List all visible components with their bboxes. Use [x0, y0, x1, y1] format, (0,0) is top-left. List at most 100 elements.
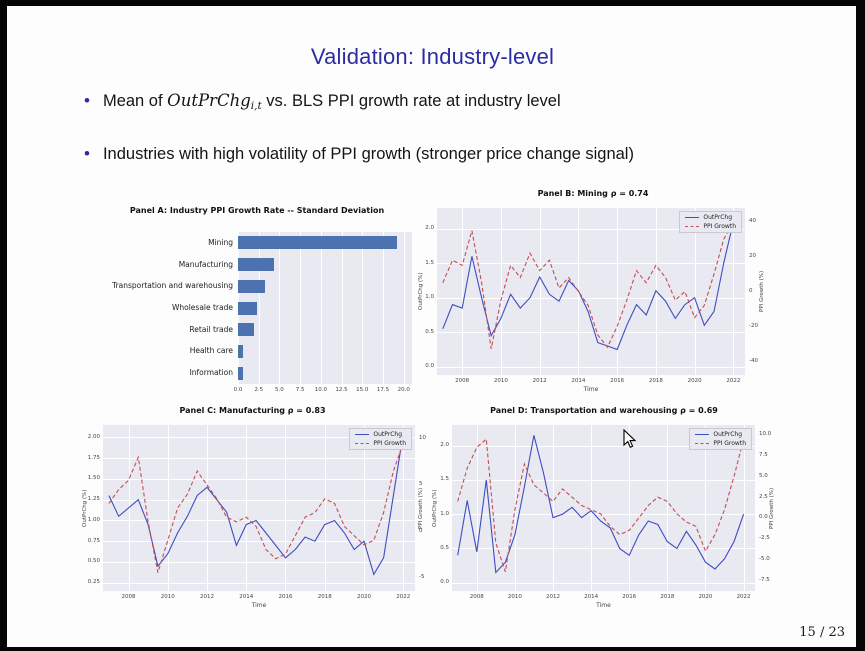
- panel-a-bars: Panel A: Industry PPI Growth Rate -- Sta…: [98, 206, 416, 402]
- gridline-vertical: [705, 425, 707, 591]
- x-tick-label: 2008: [455, 378, 470, 384]
- y-tick-label-right: -5.0: [759, 555, 770, 562]
- bullet-1-post: vs. BLS PPI growth rate at industry leve…: [261, 92, 561, 110]
- legend-entry: OutPrChg: [695, 431, 746, 438]
- gridline-horizontal: [452, 479, 755, 481]
- category-label: Information: [189, 368, 233, 378]
- legend-line-swatch: [695, 443, 710, 444]
- gridline-horizontal: [452, 514, 755, 516]
- panel-c-xlabel: Time: [251, 602, 267, 609]
- page-title: Validation: Industry-level: [310, 44, 555, 69]
- gridline-vertical: [207, 425, 208, 591]
- legend-entry: OutPrChg: [685, 214, 736, 221]
- category-label: Mining: [208, 237, 233, 247]
- x-tick-label: 2016: [610, 378, 625, 384]
- gridline-horizontal: [103, 561, 415, 563]
- gridline-vertical: [733, 208, 735, 375]
- y-tick-label-left: 0.5: [425, 328, 434, 335]
- panel-b-xlabel: Time: [583, 386, 599, 393]
- y-tick-label-right: 0.0: [759, 514, 768, 521]
- x-tick-label: 2018: [317, 594, 332, 600]
- x-tick-label: 10.0: [314, 387, 327, 393]
- gridline-horizontal: [103, 499, 415, 501]
- y-tick-label-right: -5: [419, 573, 425, 580]
- legend-label: PPI Growth: [713, 440, 746, 447]
- x-tick-label: 2020: [687, 378, 702, 384]
- legend-line-swatch: [355, 443, 370, 444]
- legend-line-swatch: [685, 217, 700, 218]
- legend: OutPrChg PPI Growth: [689, 428, 752, 450]
- x-tick-label: 2014: [584, 594, 599, 600]
- y-tick-label-left: 2.00: [87, 433, 100, 440]
- series-canvas: [108, 433, 404, 576]
- gridline-vertical: [167, 425, 169, 591]
- y-tick-label-left: 0.5: [440, 544, 449, 551]
- y-tick-label-left: 1.5: [425, 259, 434, 266]
- panel-d-plot: 2008 2010 2012 2014 2016 2018 2020 2022 2.0 1.5 1.…: [440, 425, 771, 600]
- legend-entry: OutPrChg: [355, 431, 406, 438]
- x-tick-label: 7.5: [295, 387, 305, 393]
- x-tick-label: 17.5: [376, 387, 390, 393]
- y-tick-label-left: 0.75: [87, 537, 100, 544]
- panel-d-title: Panel D: Transportation and warehousing …: [490, 406, 718, 415]
- y-tick-label-right: 20: [749, 253, 756, 260]
- panel-c-ylabel-left: OutPrChg (%): [82, 489, 88, 527]
- x-tick-label: 2012: [200, 594, 214, 600]
- gridline-vertical: [363, 425, 365, 591]
- x-tick-label: 2012: [546, 594, 560, 600]
- x-tick-label: 2022: [736, 594, 751, 600]
- x-tick-label: 2008: [469, 594, 484, 600]
- x-tick-label: 2020: [356, 594, 371, 600]
- x-tick-label: 2022: [726, 378, 741, 384]
- category-label: Manufacturing: [178, 259, 233, 269]
- gridline-vertical: [694, 208, 696, 375]
- panel-b-mining: Panel B: Mining ρ = 0.74 OutPrChg (%) PP…: [417, 189, 769, 402]
- y-tick-label-right: 2.5: [759, 493, 768, 500]
- gridline-horizontal: [103, 478, 415, 480]
- y-tick-label-left: 1.75: [87, 454, 100, 461]
- y-tick-label-right: 5: [419, 481, 423, 488]
- gridline-vertical: [341, 232, 343, 384]
- y-tick-label-right: 0: [419, 527, 423, 534]
- y-tick-label-right: -20: [749, 322, 758, 329]
- y-tick-label-right: 10.0: [759, 431, 772, 438]
- ppi-growth-line: [108, 443, 404, 573]
- gridline-horizontal: [437, 366, 745, 368]
- panel-b-plot: 2008 2010 2012 2014 2016 2018 2020 2022 2.0 1.5 1.…: [425, 208, 758, 384]
- legend-label: PPI Growth: [373, 440, 406, 447]
- bullet-dot: •: [84, 144, 90, 163]
- y-tick-label-left: 0.0: [425, 363, 434, 370]
- panel-d-ylabel-right: PPI Growth (%): [769, 487, 775, 529]
- x-tick-label: 2022: [396, 594, 411, 600]
- gridline-vertical: [403, 425, 405, 591]
- x-tick-label: 2018: [660, 594, 675, 600]
- bullet-2-text: Industries with high volatility of PPI g…: [102, 145, 634, 163]
- gridline-vertical: [320, 232, 322, 384]
- panel-d-ylabel-left: OutPrChg (%): [432, 489, 438, 527]
- panel-b-title: Panel B: Mining ρ = 0.74: [537, 189, 649, 198]
- panel-a-title: Panel A: Industry PPI Growth Rate -- Sta…: [129, 206, 385, 215]
- legend-entry: PPI Growth: [355, 440, 406, 447]
- category-label: Transportation and warehousing: [112, 281, 233, 291]
- outprchg-line: [108, 433, 404, 576]
- gridline-vertical: [258, 232, 260, 384]
- legend-entry: PPI Growth: [695, 440, 746, 447]
- y-tick-label-left: 2.0: [440, 442, 449, 449]
- gridline-horizontal: [437, 263, 745, 265]
- bar: [238, 301, 258, 315]
- gridline-horizontal: [452, 548, 755, 550]
- gridline-vertical: [629, 425, 631, 591]
- gridline-vertical: [462, 208, 464, 375]
- gridline-horizontal: [452, 445, 755, 447]
- legend-entry: PPI Growth: [685, 223, 736, 230]
- y-tick-label-right: 0: [749, 288, 753, 294]
- x-tick-label: 2008: [121, 594, 136, 600]
- y-tick-label-left: 0.0: [440, 579, 449, 586]
- panel-b-ylabel-left: OutPrChg (%): [418, 272, 424, 311]
- gridline-horizontal: [437, 228, 745, 230]
- gridline-vertical: [476, 425, 478, 591]
- gridline-vertical: [279, 232, 281, 384]
- math-term: OutPrChg: [167, 91, 251, 110]
- legend: OutPrChg PPI Growth: [349, 428, 412, 450]
- bullet-1-text: Mean of OutPrChgi,t vs. BLS PPI growth r…: [103, 90, 561, 117]
